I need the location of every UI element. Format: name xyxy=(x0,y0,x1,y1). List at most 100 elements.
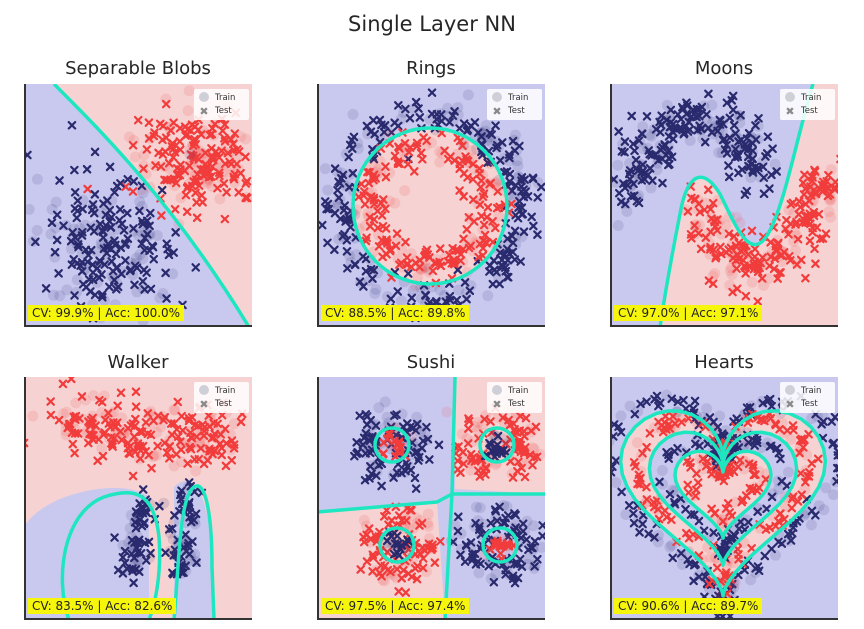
test-point xyxy=(323,238,332,248)
test-point xyxy=(210,119,220,129)
train-point xyxy=(422,520,434,532)
train-point xyxy=(489,430,501,442)
test-point xyxy=(479,220,489,230)
test-point xyxy=(158,135,167,145)
test-point xyxy=(456,550,465,560)
test-point xyxy=(517,562,527,571)
train-point xyxy=(46,203,58,215)
test-point xyxy=(393,159,403,168)
test-point xyxy=(651,124,661,134)
train-point xyxy=(370,166,382,178)
train-point xyxy=(463,156,475,168)
test-point xyxy=(677,417,686,427)
train-point xyxy=(145,405,157,417)
train-point xyxy=(527,542,539,554)
train-point xyxy=(709,215,721,227)
test-point xyxy=(201,148,210,158)
test-point xyxy=(409,167,419,176)
test-point xyxy=(125,449,135,459)
test-point xyxy=(359,537,369,547)
test-point xyxy=(510,578,520,588)
region-b xyxy=(675,451,771,538)
train-point xyxy=(151,449,163,461)
train-point xyxy=(143,407,155,419)
test-point xyxy=(645,149,654,159)
test-point xyxy=(533,554,542,564)
test-point xyxy=(499,518,508,528)
test-point xyxy=(110,236,119,246)
train-point xyxy=(415,262,427,274)
figure-title: Single Layer NN xyxy=(348,12,516,36)
test-point xyxy=(690,221,699,230)
train-point xyxy=(127,269,139,281)
test-point xyxy=(517,203,527,212)
train-point xyxy=(645,130,657,142)
test-point xyxy=(217,146,226,156)
test-point xyxy=(73,240,83,249)
test-point xyxy=(773,239,783,249)
test-point xyxy=(510,226,520,236)
test-point xyxy=(532,452,542,462)
train-point xyxy=(206,180,218,192)
test-point xyxy=(416,148,426,158)
test-point xyxy=(690,396,700,406)
train-point xyxy=(790,245,802,257)
train-point xyxy=(469,421,481,433)
test-point xyxy=(772,167,781,176)
test-point xyxy=(655,398,665,408)
test-point xyxy=(634,136,644,145)
train-point xyxy=(158,160,170,172)
test-point xyxy=(655,477,664,487)
train-point xyxy=(769,158,781,170)
train-point xyxy=(465,145,477,157)
test-point xyxy=(87,430,96,439)
train-point xyxy=(165,442,177,454)
test-point xyxy=(632,196,642,206)
train-point xyxy=(467,435,479,447)
test-point xyxy=(113,401,122,411)
test-point xyxy=(758,398,768,408)
test-point xyxy=(722,98,732,108)
test-point xyxy=(386,294,396,304)
test-point xyxy=(638,519,647,529)
train-point xyxy=(137,283,149,295)
train-point xyxy=(407,523,419,535)
test-point xyxy=(140,245,149,255)
test-point xyxy=(201,159,210,169)
test-point xyxy=(232,159,242,169)
test-point xyxy=(688,404,698,414)
test-point xyxy=(814,209,824,219)
test-point xyxy=(536,182,545,192)
test-point xyxy=(407,293,417,303)
train-point xyxy=(124,522,136,534)
train-point xyxy=(145,132,157,144)
test-point xyxy=(184,478,194,487)
train-point xyxy=(501,501,513,513)
test-point xyxy=(616,427,626,437)
test-point xyxy=(52,235,62,245)
train-point xyxy=(31,173,43,185)
test-point xyxy=(135,515,145,525)
test-point xyxy=(59,221,68,230)
test-point xyxy=(529,221,538,231)
test-point xyxy=(410,473,420,483)
test-point xyxy=(831,177,838,187)
test-point xyxy=(538,521,545,530)
panel-title: Moons xyxy=(694,58,754,79)
train-point xyxy=(761,437,773,449)
train-point xyxy=(761,253,773,265)
test-point xyxy=(476,530,486,539)
test-point xyxy=(737,165,747,174)
test-point xyxy=(777,250,787,260)
test-point xyxy=(495,279,504,289)
test-point xyxy=(489,256,499,265)
test-point xyxy=(448,111,458,120)
test-point xyxy=(366,192,376,201)
train-point xyxy=(726,143,738,155)
train-point xyxy=(456,428,468,440)
test-point xyxy=(86,245,96,255)
legend-train: Train xyxy=(198,384,235,397)
test-point xyxy=(223,148,233,158)
train-point xyxy=(661,422,673,434)
test-point xyxy=(753,297,763,306)
